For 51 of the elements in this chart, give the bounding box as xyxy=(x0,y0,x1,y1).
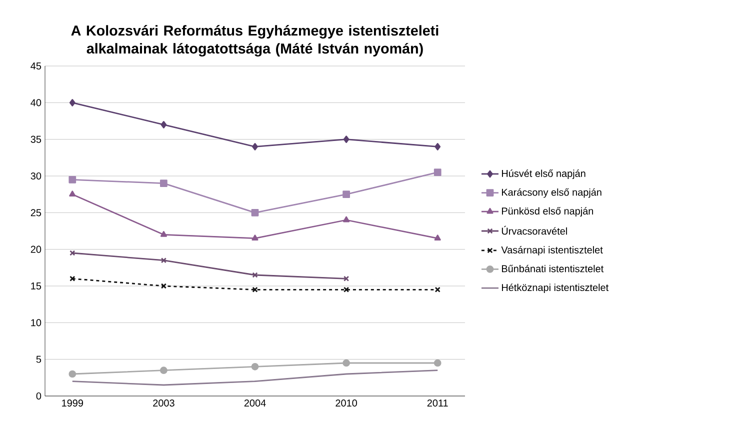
y-tick-label: 35 xyxy=(30,136,42,143)
point xyxy=(343,216,350,222)
point xyxy=(160,180,168,188)
y-tick-label: 30 xyxy=(30,172,42,180)
point xyxy=(434,234,441,241)
legend-label: Úrvacsoravétel xyxy=(502,226,567,235)
x-tick-label: 2003 xyxy=(153,400,174,407)
line-series xyxy=(72,370,438,386)
legend-label: Húsvét első napján xyxy=(502,170,586,179)
point xyxy=(342,359,350,367)
legend-label: Karácsony első napján xyxy=(502,188,602,198)
y-tick-label: 25 xyxy=(30,209,42,216)
y-tick-label: 0 xyxy=(36,392,42,400)
point xyxy=(252,234,258,241)
point xyxy=(434,142,441,150)
legend-label: Bűnbánati istentisztelet xyxy=(502,264,604,272)
point xyxy=(160,258,167,264)
point xyxy=(160,230,167,237)
point xyxy=(160,283,167,289)
y-tick-label: 15 xyxy=(31,282,42,290)
point xyxy=(69,190,76,197)
y-tick-label: 20 xyxy=(30,246,42,253)
x-tick-label: 2010 xyxy=(336,400,357,407)
point xyxy=(251,362,259,370)
chart-title: A Kolozsvári Református Egyházmegye istentiszteleti alkalmainak látogatottsága (Máté István nyomán) xyxy=(71,25,438,57)
point xyxy=(434,286,440,292)
legend-label: Vasárnapi istentisztelet xyxy=(501,246,603,256)
x-tick-label: 2011 xyxy=(427,400,448,407)
point xyxy=(251,208,259,216)
point xyxy=(343,136,350,144)
point xyxy=(69,98,76,106)
point xyxy=(252,272,258,278)
legend-label: Hétköznapi istentisztelet xyxy=(502,284,609,294)
point xyxy=(252,286,258,292)
legend-label: Pünkösd első napján xyxy=(502,207,594,217)
point xyxy=(343,286,350,292)
y-tick-label: 5 xyxy=(36,356,42,363)
point xyxy=(434,168,442,176)
point xyxy=(160,120,167,128)
point xyxy=(434,359,442,367)
x-tick-label: 2004 xyxy=(244,400,266,407)
y-tick-label: 40 xyxy=(30,99,42,106)
point xyxy=(68,176,76,184)
point xyxy=(70,276,76,282)
point xyxy=(160,366,168,374)
point xyxy=(252,142,258,150)
point xyxy=(342,190,350,198)
y-tick-label: 10 xyxy=(31,319,42,326)
y-tick-label: 45 xyxy=(30,62,42,70)
point xyxy=(68,370,76,378)
x-tick-label: 1999 xyxy=(62,400,84,407)
